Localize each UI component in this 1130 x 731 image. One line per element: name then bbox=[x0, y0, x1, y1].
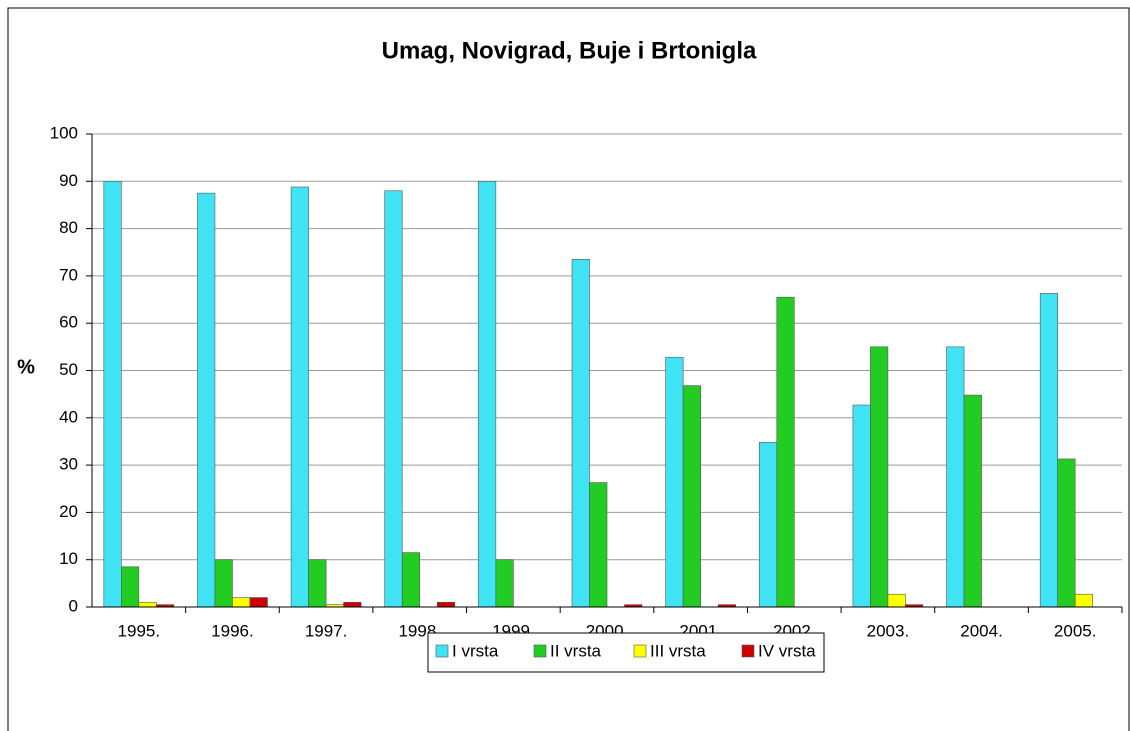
bar bbox=[197, 192, 216, 608]
bar bbox=[290, 186, 309, 608]
bar bbox=[852, 404, 871, 608]
y-tick-label: 30 bbox=[59, 455, 78, 474]
y-tick-label: 100 bbox=[50, 123, 78, 142]
bar bbox=[384, 190, 403, 608]
y-tick-label: 90 bbox=[59, 171, 78, 190]
y-axis-label: % bbox=[17, 356, 35, 378]
bar bbox=[308, 559, 327, 608]
legend-label: IV vrsta bbox=[758, 641, 816, 660]
bar bbox=[1057, 458, 1076, 608]
x-tick-label: 2004. bbox=[960, 621, 1003, 640]
y-tick-label: 50 bbox=[59, 360, 78, 379]
chart-title: Umag, Novigrad, Buje i Brtonigla bbox=[382, 37, 757, 64]
bar bbox=[963, 394, 982, 608]
legend-box bbox=[427, 632, 825, 673]
legend-swatch bbox=[435, 644, 449, 658]
y-tick-label: 20 bbox=[59, 502, 78, 521]
bar bbox=[249, 597, 268, 608]
bar bbox=[232, 597, 251, 608]
bar bbox=[946, 346, 965, 608]
y-tick-label: 80 bbox=[59, 218, 78, 237]
bar bbox=[571, 259, 590, 608]
bar bbox=[214, 559, 233, 608]
legend-swatch bbox=[633, 644, 647, 658]
x-tick-label: 1995. bbox=[118, 621, 161, 640]
legend-swatch bbox=[741, 644, 755, 658]
bar bbox=[589, 482, 608, 608]
y-tick-label: 10 bbox=[59, 549, 78, 568]
chart-frame bbox=[7, 7, 1130, 731]
bar bbox=[887, 593, 906, 608]
bar bbox=[665, 356, 684, 608]
bar bbox=[495, 559, 514, 608]
legend-swatch bbox=[533, 644, 547, 658]
bar bbox=[343, 601, 362, 608]
bar bbox=[478, 181, 497, 608]
bar bbox=[682, 385, 701, 608]
bar bbox=[436, 601, 456, 608]
bar bbox=[776, 296, 795, 608]
y-tick-label: 40 bbox=[59, 407, 78, 426]
bar bbox=[870, 346, 889, 608]
bar bbox=[103, 181, 122, 608]
y-tick-label: 70 bbox=[59, 265, 78, 284]
bar bbox=[401, 552, 421, 608]
bar bbox=[1074, 593, 1093, 608]
legend-label: II vrsta bbox=[550, 641, 602, 660]
legend-label: III vrsta bbox=[650, 641, 706, 660]
x-tick-label: 2003. bbox=[867, 621, 910, 640]
bar bbox=[1039, 293, 1058, 608]
x-tick-label: 1996. bbox=[211, 621, 254, 640]
legend-label: I vrsta bbox=[452, 641, 499, 660]
bar bbox=[121, 566, 140, 608]
x-tick-label: 2005. bbox=[1054, 621, 1097, 640]
y-tick-label: 0 bbox=[69, 596, 78, 615]
y-tick-label: 60 bbox=[59, 313, 78, 332]
x-tick-label: 1997. bbox=[305, 621, 348, 640]
bar bbox=[138, 601, 157, 608]
bar bbox=[758, 442, 778, 608]
